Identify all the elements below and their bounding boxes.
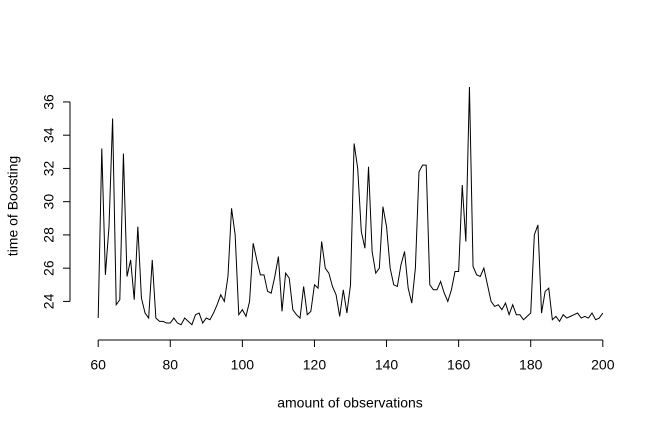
y-tick-label: 32 [41, 160, 57, 176]
x-tick-label: 140 [375, 357, 399, 373]
x-tick-label: 160 [447, 357, 471, 373]
y-tick-label: 34 [41, 127, 57, 143]
x-tick-label: 100 [231, 357, 255, 373]
x-tick-label: 180 [519, 357, 543, 373]
y-tick-label: 30 [41, 194, 57, 210]
x-tick-label: 60 [90, 357, 106, 373]
x-tick-label: 200 [591, 357, 615, 373]
x-axis-label: amount of observations [277, 395, 423, 411]
y-tick-label: 26 [41, 260, 57, 276]
x-tick-label: 80 [162, 357, 178, 373]
y-axis-label: time of Boosting [5, 156, 21, 256]
y-tick-label: 28 [41, 227, 57, 243]
y-tick-label: 24 [41, 293, 57, 309]
data-line [97, 86, 604, 326]
x-tick-label: 120 [303, 357, 327, 373]
y-tick-label: 36 [41, 94, 57, 110]
